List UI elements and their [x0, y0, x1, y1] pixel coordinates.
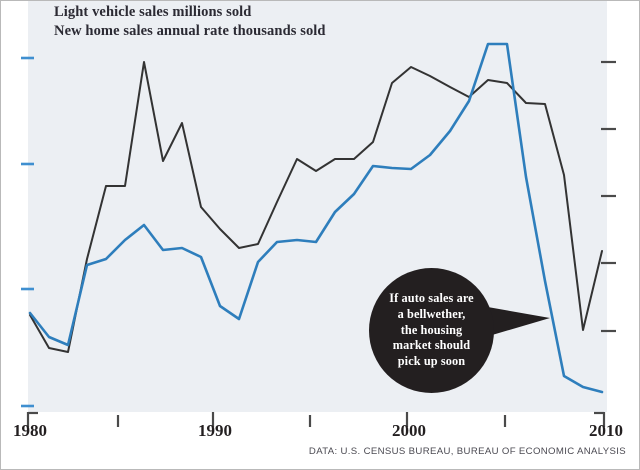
- x-tick-label-1990: 1990: [198, 421, 232, 440]
- x-tick-label-2000: 2000: [392, 421, 426, 440]
- x-tick-label-1980: 1980: [13, 421, 47, 440]
- right-axis-ticks: [601, 60, 616, 333]
- chart-title-block: Light vehicle sales millions sold New ho…: [54, 3, 326, 40]
- title-line-light-vehicle-sales: Light vehicle sales millions sold: [54, 4, 252, 20]
- callout-bubble: If auto sales are a bellwether, the hous…: [369, 268, 494, 393]
- callout-text: If auto sales are a bellwether, the hous…: [389, 290, 474, 369]
- source-note: DATA: U.S. CENSUS BUREAU, BUREAU OF ECON…: [308, 446, 626, 457]
- title-line-new-home-sales: New home sales annual rate thousands sol…: [54, 22, 326, 39]
- x-axis-ticks: [26, 411, 606, 427]
- series-line-light-vehicle-sales: [29, 61, 603, 353]
- x-tick-label-2010: 2010: [589, 421, 623, 440]
- left-axis-ticks: [21, 56, 34, 408]
- series-line-new-home-sales: [28, 42, 604, 394]
